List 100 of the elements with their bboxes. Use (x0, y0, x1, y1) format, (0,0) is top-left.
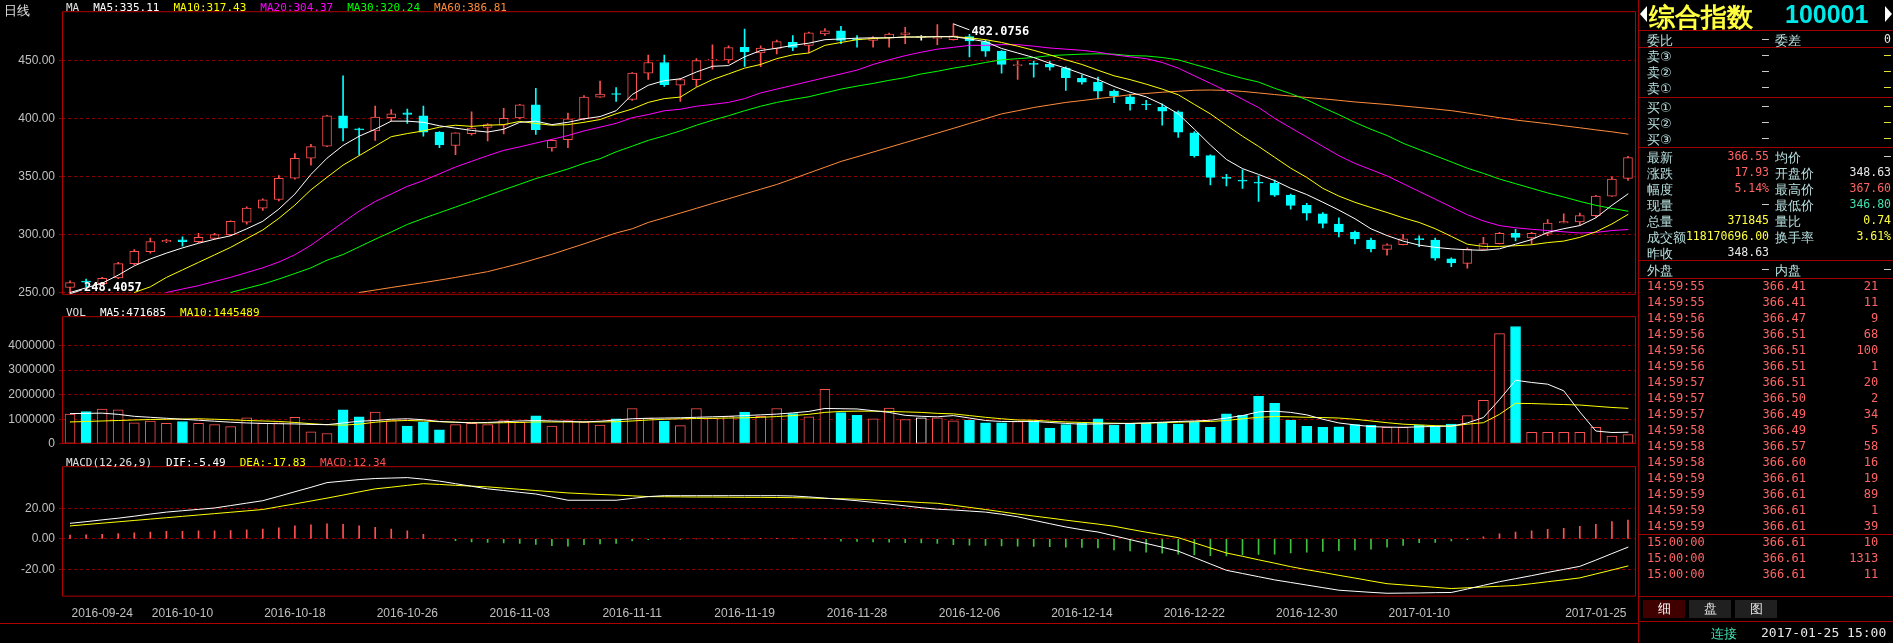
text: — (1762, 197, 1769, 211)
text: — (1762, 32, 1769, 46)
y-tick-label: 2000000 (8, 387, 56, 402)
annotation: 248.4057 (84, 279, 142, 294)
text: 14:59:59 366.61 19 (1647, 471, 1879, 485)
y-tick-label: 4000000 (8, 337, 56, 352)
text: 买② (1647, 115, 1672, 133)
text: — (1884, 64, 1891, 78)
text: MA5:335.11 (93, 1, 160, 14)
text: 换手率 (1775, 229, 1814, 247)
text: 买① (1647, 99, 1672, 117)
text: 14:59:56 366.51 68 (1647, 327, 1879, 341)
text: — (1762, 64, 1769, 78)
y-tick-label: 400.00 (18, 111, 56, 126)
text: 5.14% (1734, 181, 1769, 195)
text: 14:59:56 366.51 1 (1647, 359, 1879, 373)
text: — (1884, 149, 1891, 163)
text: — (1884, 115, 1891, 129)
text: 综合指数 (1649, 2, 1753, 32)
text: MA60:386.81 (434, 1, 507, 14)
text: 14:59:57 366.50 2 (1647, 391, 1879, 405)
y-tick-label: 250.00 (18, 284, 56, 299)
x-tick-label: 2016-09-24 (71, 606, 134, 621)
text: DIF:-5.49 (166, 456, 226, 469)
y-tick-label: 450.00 (18, 53, 56, 68)
text: 17.93 (1734, 165, 1769, 179)
text: 2017-01-25 15:00 (1761, 625, 1887, 640)
text: 最新 (1647, 149, 1673, 167)
text: — (1762, 99, 1769, 113)
text: — (1884, 99, 1891, 113)
text: MA20:304.37 (260, 1, 334, 14)
y-tick-label: 3000000 (8, 362, 56, 377)
text: 346.80 (1849, 197, 1891, 211)
x-tick-label: 2016-11-19 (714, 606, 776, 621)
text: 366.55 (1727, 149, 1769, 163)
text: 15:00:00 366.61 10 (1647, 535, 1879, 549)
x-tick-label: 2016-11-11 (602, 606, 663, 621)
text: 量比 (1775, 213, 1801, 231)
text: 开盘价 (1775, 165, 1814, 183)
text: 14:59:55 366.41 21 (1647, 279, 1879, 293)
y-tick-label: 0.00 (31, 531, 56, 546)
text: 内盘 (1775, 262, 1801, 280)
text: — (1884, 48, 1891, 62)
text: — (1762, 115, 1769, 129)
text: 100001 (1785, 0, 1869, 29)
text: 0.74 (1863, 213, 1891, 227)
text: 367.60 (1849, 181, 1891, 195)
y-tick-label: 350.00 (18, 169, 56, 184)
x-tick-label: 2016-12-30 (1276, 606, 1338, 621)
text: 细 (1643, 600, 1685, 618)
x-tick-label: 2016-12-06 (938, 606, 1001, 621)
text: 348.63 (1727, 245, 1769, 259)
y-tick-label: 1000000 (8, 411, 56, 426)
y-tick-label: 20.00 (24, 500, 56, 515)
text: 14:59:56 366.51 100 (1647, 343, 1879, 357)
text: 委差 (1775, 32, 1801, 50)
text: 0 (1884, 32, 1891, 46)
text: 最低价 (1775, 197, 1814, 215)
text: 卖② (1647, 64, 1672, 82)
text: 348.63 (1849, 165, 1891, 179)
x-tick-label: 2017-01-25 (1565, 606, 1627, 621)
text: 卖③ (1647, 48, 1672, 66)
text: MACD:12.34 (319, 456, 387, 469)
text: 买③ (1647, 131, 1672, 149)
text: 14:59:56 366.47 9 (1647, 311, 1879, 325)
text: 3.61% (1856, 229, 1891, 243)
text: DEA:-17.83 (239, 456, 306, 469)
legend-title: MA (66, 1, 80, 14)
text: 卖① (1647, 80, 1672, 98)
legend-title: VOL (66, 306, 86, 319)
text: 图 (1735, 600, 1777, 618)
x-tick-label: 2016-10-26 (376, 606, 439, 621)
text: MA5:471685 (99, 306, 167, 319)
y-tick-label: 300.00 (18, 226, 56, 241)
x-tick-label: 2016-10-18 (264, 606, 326, 621)
text: 均价 (1775, 149, 1801, 167)
text: 外盘 (1647, 262, 1673, 280)
x-tick-label: 2016-12-14 (1051, 606, 1113, 621)
text: MA10:317.43 (173, 1, 247, 14)
x-tick-label: 2017-01-10 (1388, 606, 1451, 621)
x-tick-label: 2016-11-28 (826, 606, 888, 621)
text: 14:59:59 366.61 39 (1647, 519, 1879, 533)
text: — (1884, 80, 1891, 94)
text: 昨收 (1647, 245, 1673, 263)
chart-title: 日线 (4, 2, 30, 20)
text: 幅度 (1647, 181, 1673, 199)
text: 14:59:59 366.61 1 (1647, 503, 1879, 517)
text: 委比 (1647, 32, 1673, 50)
text: 14:59:58 366.57 58 (1647, 439, 1879, 453)
text: — (1762, 80, 1769, 94)
text: 118170696.00 (1685, 229, 1769, 243)
text: 371845 (1727, 213, 1769, 227)
text: — (1884, 262, 1891, 276)
x-tick-label: 2016-12-22 (1163, 606, 1226, 621)
text: 14:59:58 366.60 16 (1647, 455, 1879, 469)
text: 15:00:00 366.61 11 (1647, 567, 1879, 581)
text: 盘 (1689, 600, 1731, 618)
x-tick-label: 2016-10-10 (151, 606, 214, 621)
text: MA10:1445489 (180, 306, 260, 319)
text: 现量 (1647, 197, 1673, 215)
